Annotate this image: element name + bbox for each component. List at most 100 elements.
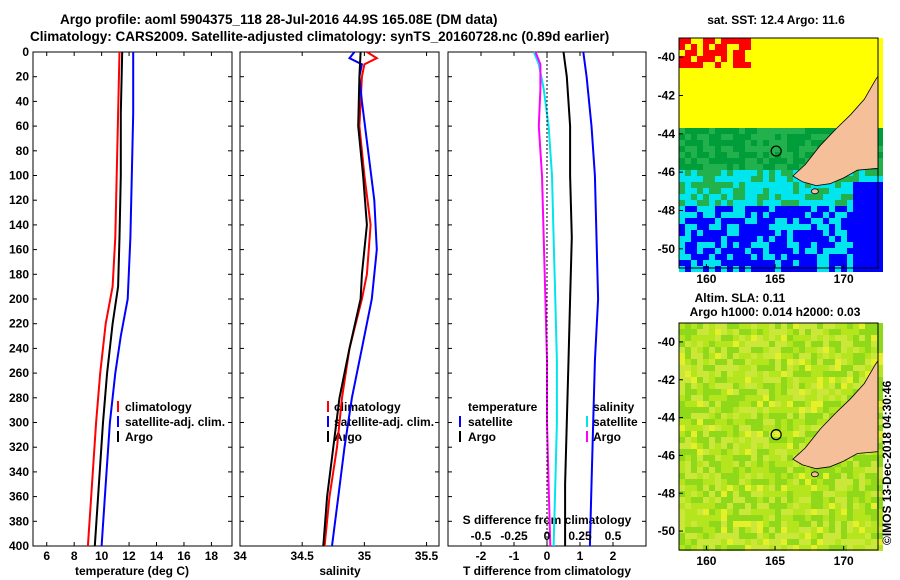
- map-cell: [697, 74, 703, 80]
- map-cell: [793, 347, 799, 353]
- map-cell: [685, 140, 691, 146]
- map-cell: [757, 44, 763, 50]
- map-cell: [685, 383, 691, 389]
- map-cell: [685, 230, 691, 236]
- map-cell: [811, 377, 817, 383]
- map-cell: [757, 248, 763, 254]
- map-cell: [751, 437, 757, 443]
- map-cell: [679, 335, 685, 341]
- map-cell: [781, 74, 787, 80]
- map-cell: [721, 116, 727, 122]
- map-cell: [877, 176, 883, 182]
- map-cell: [799, 44, 805, 50]
- map-cell: [823, 335, 829, 341]
- map-cell: [853, 323, 859, 329]
- map-cell: [865, 170, 871, 176]
- map-cell: [847, 212, 853, 218]
- map-cell: [823, 86, 829, 92]
- map-cell: [847, 365, 853, 371]
- map-cell: [709, 365, 715, 371]
- map-cell: [871, 491, 877, 497]
- map-cell: [829, 110, 835, 116]
- x-tick-label: 16: [177, 549, 191, 563]
- map-cell: [739, 395, 745, 401]
- map-cell: [781, 437, 787, 443]
- map-cell: [709, 116, 715, 122]
- map-cell: [715, 128, 721, 134]
- map-y-tick-label: -40: [658, 50, 676, 64]
- map-cell: [781, 389, 787, 395]
- map-cell: [703, 527, 709, 533]
- map-cell: [793, 485, 799, 491]
- map-cell: [703, 224, 709, 230]
- map-cell: [733, 419, 739, 425]
- map-cell: [727, 443, 733, 449]
- map-cell: [787, 134, 793, 140]
- map-cell: [691, 248, 697, 254]
- y-tick-label: 400: [9, 539, 29, 553]
- map-cell: [829, 407, 835, 413]
- map-cell: [745, 98, 751, 104]
- map-cell: [769, 515, 775, 521]
- map-cell: [703, 329, 709, 335]
- map-cell: [721, 473, 727, 479]
- map-cell: [877, 419, 883, 425]
- map-cell: [685, 353, 691, 359]
- map-cell: [685, 74, 691, 80]
- map-cell: [685, 425, 691, 431]
- map-cell: [715, 164, 721, 170]
- map-cell: [745, 212, 751, 218]
- map-cell: [769, 128, 775, 134]
- map-cell: [751, 116, 757, 122]
- map-cell: [727, 218, 733, 224]
- map-cell: [697, 260, 703, 266]
- map-cell: [757, 266, 763, 272]
- map-cell: [769, 425, 775, 431]
- map-cell: [877, 497, 883, 503]
- map-cell: [757, 539, 763, 545]
- map-cell: [805, 248, 811, 254]
- map-cell: [847, 533, 853, 539]
- map-cell: [691, 110, 697, 116]
- map-cell: [829, 86, 835, 92]
- map-cell: [793, 371, 799, 377]
- map-cell: [679, 395, 685, 401]
- map-cell: [721, 134, 727, 140]
- map-cell: [823, 128, 829, 134]
- map-cell: [733, 44, 739, 50]
- map-cell: [853, 515, 859, 521]
- map-cell: [877, 260, 883, 266]
- map-cell: [679, 164, 685, 170]
- map-cell: [715, 491, 721, 497]
- map-cell: [703, 68, 709, 74]
- map-cell: [829, 188, 835, 194]
- map-cell: [685, 218, 691, 224]
- map-cell: [697, 419, 703, 425]
- map-cell: [745, 224, 751, 230]
- map-cell: [823, 56, 829, 62]
- map-cell: [781, 224, 787, 230]
- map-cell: [709, 92, 715, 98]
- map-cell: [799, 122, 805, 128]
- map-cell: [787, 206, 793, 212]
- map-cell: [727, 365, 733, 371]
- map-cell: [769, 44, 775, 50]
- map-cell: [805, 104, 811, 110]
- map-cell: [709, 188, 715, 194]
- map-cell: [745, 485, 751, 491]
- map-cell: [859, 533, 865, 539]
- map-cell: [715, 497, 721, 503]
- map-cell: [691, 407, 697, 413]
- map-cell: [739, 503, 745, 509]
- map-cell: [871, 38, 877, 44]
- map-cell: [799, 248, 805, 254]
- map-cell: [709, 461, 715, 467]
- map-cell: [811, 38, 817, 44]
- map-cell: [775, 383, 781, 389]
- map-cell: [787, 170, 793, 176]
- map-cell: [733, 323, 739, 329]
- map-cell: [835, 230, 841, 236]
- map-cell: [823, 110, 829, 116]
- map-cell: [805, 407, 811, 413]
- map-cell: [787, 389, 793, 395]
